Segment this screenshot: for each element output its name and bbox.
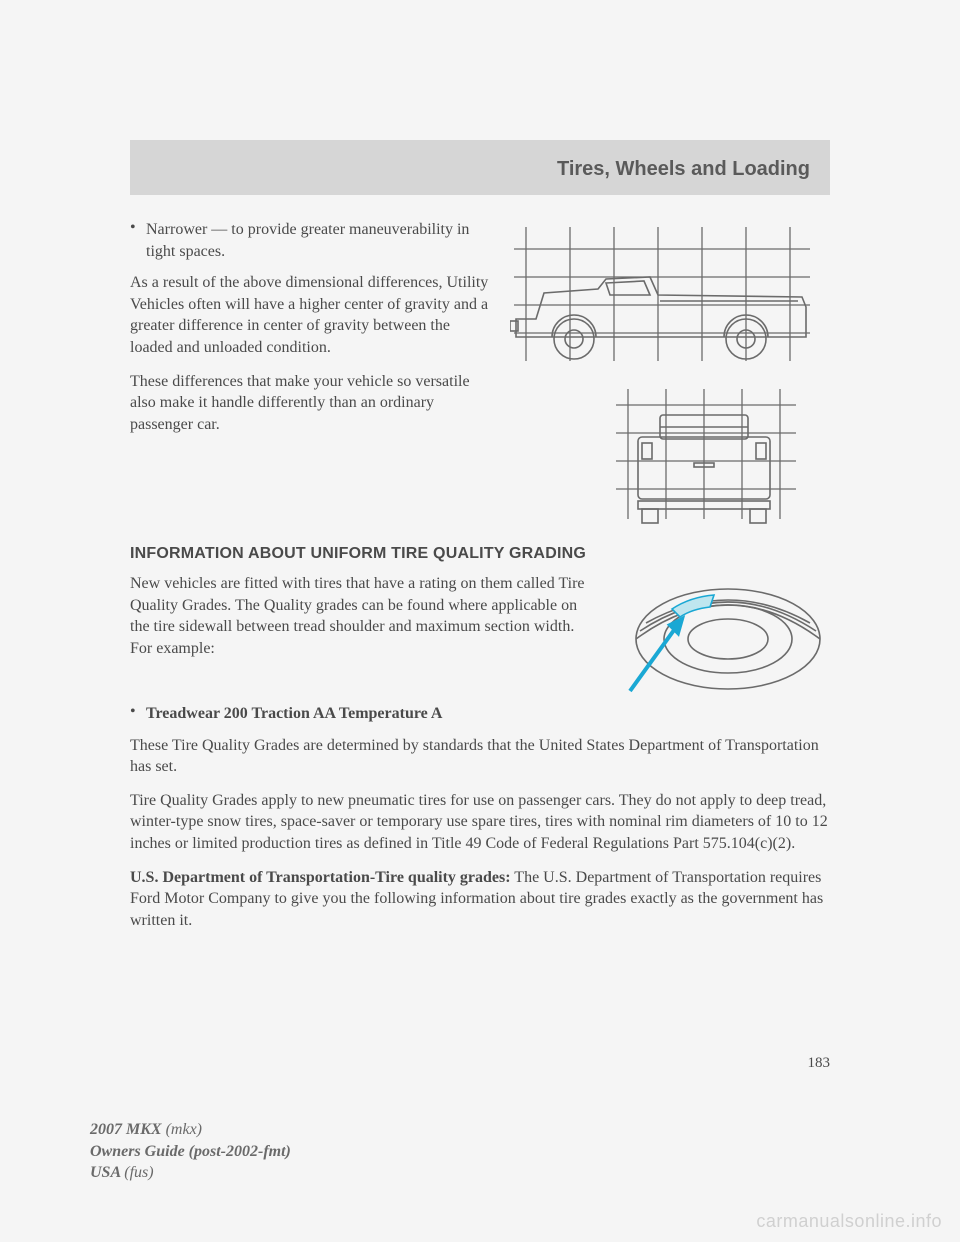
page-section-title: Tires, Wheels and Loading <box>150 158 810 181</box>
paragraph: These differences that make your vehicle… <box>130 371 492 436</box>
bullet-item: Narrower — to provide greater maneuverab… <box>130 219 492 262</box>
footer-text: (mkx) <box>166 1121 202 1138</box>
bullet-dot-icon <box>130 703 146 725</box>
section1-text: Narrower — to provide greater maneuverab… <box>130 219 492 447</box>
paragraph: New vehicles are fitted with tires that … <box>130 573 592 659</box>
bullet-item: Treadwear 200 Traction AA Temperature A <box>130 703 830 725</box>
paragraph: As a result of the above dimensional dif… <box>130 272 492 358</box>
footer-line: Owners Guide (post-2002-fmt) <box>90 1141 291 1163</box>
section2-text: New vehicles are fitted with tires that … <box>130 573 592 671</box>
section-heading: INFORMATION ABOUT UNIFORM TIRE QUALITY G… <box>130 545 830 563</box>
footer-bold: 2007 MKX <box>90 1121 166 1138</box>
watermark: carmanualsonline.info <box>756 1211 942 1232</box>
header-band: Tires, Wheels and Loading <box>130 140 830 195</box>
footer-bold: USA <box>90 1164 124 1181</box>
section2-row: New vehicles are fitted with tires that … <box>130 573 830 703</box>
section1-row: Narrower — to provide greater maneuverab… <box>130 219 830 529</box>
page-number: 183 <box>808 1055 831 1072</box>
footer-line: 2007 MKX (mkx) <box>90 1119 291 1141</box>
paragraph: Tire Quality Grades apply to new pneumat… <box>130 790 830 855</box>
footer-bold: Owners Guide (post-2002-fmt) <box>90 1143 291 1160</box>
bold-text: Treadwear 200 Traction AA Temperature A <box>146 705 442 722</box>
truck-dimensions-diagram <box>510 219 830 529</box>
page: Tires, Wheels and Loading Narrower — to … <box>0 0 960 1242</box>
bold-text: U.S. Department of Transportation-Tire q… <box>130 869 511 886</box>
bullet-text: Treadwear 200 Traction AA Temperature A <box>146 703 442 725</box>
footer: 2007 MKX (mkx) Owners Guide (post-2002-f… <box>90 1119 291 1184</box>
bullet-dot-icon <box>130 219 146 262</box>
footer-line: USA (fus) <box>90 1162 291 1184</box>
paragraph: U.S. Department of Transportation-Tire q… <box>130 867 830 932</box>
tire-sidewall-diagram <box>610 573 830 703</box>
footer-text: (fus) <box>124 1164 153 1181</box>
bullet-text: Narrower — to provide greater maneuverab… <box>146 219 492 262</box>
paragraph: These Tire Quality Grades are determined… <box>130 735 830 778</box>
